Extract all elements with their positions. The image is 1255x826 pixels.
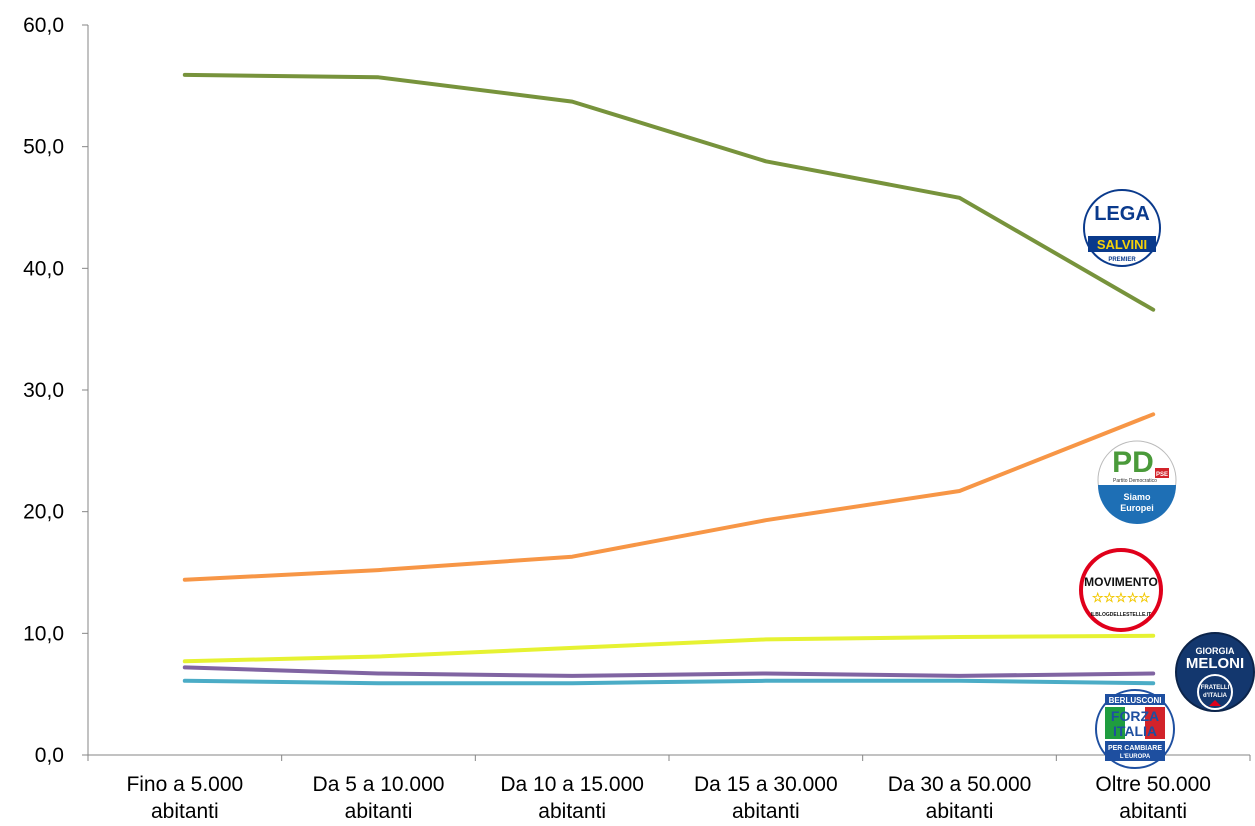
x-tick-label-line: abitanti — [151, 800, 219, 823]
y-tick-label: 40,0 — [23, 257, 64, 280]
svg-text:FRATELLI: FRATELLI — [1201, 685, 1230, 691]
y-tick-label: 60,0 — [23, 14, 64, 37]
series-line-movimento-5-stelle — [182, 633, 1156, 664]
svg-text:LEGA: LEGA — [1094, 203, 1150, 225]
movimento-5-stelle-logo: MOVIMENTO ☆☆☆☆☆ ILBLOGDELLESTELLE.IT — [1079, 548, 1163, 632]
svg-text:PER CAMBIARE: PER CAMBIARE — [1108, 745, 1162, 752]
x-tick-label: Da 10 a 15.000 abitanti — [500, 773, 644, 823]
svg-text:BERLUSCONI: BERLUSCONI — [1109, 696, 1162, 705]
lega-salvini-logo: LEGA SALVINI PREMIER — [1083, 189, 1161, 267]
series-line-pd — [182, 412, 1156, 582]
x-tick-label: Da 30 a 50.000 abitanti — [888, 773, 1032, 823]
svg-text:L'EUROPA: L'EUROPA — [1120, 754, 1151, 760]
x-tick-label-line: Da 10 a 15.000 — [500, 773, 644, 796]
y-axis-ticks: 0,0 10,0 20,0 30,0 40,0 50,0 60,0 — [23, 14, 88, 767]
x-tick-label-line: Da 5 a 10.000 — [313, 773, 445, 796]
x-axis-ticks: Fino a 5.000 abitanti Da 5 a 10.000 abitant… — [87, 755, 1251, 823]
svg-text:GIORGIA: GIORGIA — [1195, 646, 1235, 656]
fratelli-ditalia-logo: GIORGIA MELONI FRATELLI d'ITALIA — [1175, 632, 1255, 712]
svg-text:d'ITALIA: d'ITALIA — [1203, 693, 1228, 699]
svg-text:Europei: Europei — [1120, 503, 1154, 513]
x-tick-label-line: Oltre 50.000 — [1095, 773, 1211, 796]
svg-text:PREMIER: PREMIER — [1108, 257, 1136, 263]
x-tick-label: Da 15 a 30.000 abitanti — [694, 773, 838, 823]
forza-italia-logo: BERLUSCONI FORZA ITALIA PER CAMBIARE L'E… — [1095, 689, 1175, 769]
x-tick-label: Fino a 5.000 abitanti — [126, 773, 243, 823]
y-tick-label: 50,0 — [23, 136, 64, 159]
svg-text:FORZA: FORZA — [1111, 708, 1159, 724]
y-tick-label: 20,0 — [23, 501, 64, 524]
pd-logo: PD PSE Partito Democratico Siamo Europei — [1097, 440, 1177, 524]
x-tick-label-line: abitanti — [926, 800, 994, 823]
x-tick-label-line: abitanti — [732, 800, 800, 823]
svg-text:Siamo: Siamo — [1123, 492, 1151, 502]
y-tick-label: 0,0 — [35, 744, 64, 767]
y-tick-label: 10,0 — [23, 622, 64, 645]
x-tick-label-line: Da 15 a 30.000 — [694, 773, 838, 796]
x-tick-label-line: abitanti — [538, 800, 606, 823]
series-lines — [182, 72, 1156, 686]
x-tick-label: Da 5 a 10.000 abitanti — [313, 773, 445, 823]
x-tick-label: Oltre 50.000 abitanti — [1095, 773, 1211, 823]
svg-text:MELONI: MELONI — [1186, 655, 1244, 672]
svg-text:SALVINI: SALVINI — [1097, 237, 1147, 252]
svg-text:PD: PD — [1112, 446, 1154, 479]
svg-text:ILBLOGDELLESTELLE.IT: ILBLOGDELLESTELLE.IT — [1091, 612, 1151, 618]
y-tick-label: 30,0 — [23, 379, 64, 402]
series-line-fratelli-ditalia — [182, 665, 1156, 678]
svg-text:ITALIA: ITALIA — [1113, 723, 1157, 739]
x-tick-label-line: Da 30 a 50.000 — [888, 773, 1032, 796]
svg-text:MOVIMENTO: MOVIMENTO — [1084, 575, 1158, 589]
series-line-forza-italia — [182, 678, 1156, 686]
svg-text:☆☆☆☆☆: ☆☆☆☆☆ — [1092, 590, 1151, 605]
svg-text:PSE: PSE — [1156, 472, 1168, 478]
x-tick-label-line: abitanti — [1119, 800, 1187, 823]
x-tick-label-line: Fino a 5.000 — [126, 773, 243, 796]
svg-text:Partito Democratico: Partito Democratico — [1113, 478, 1157, 484]
series-line-lega-salvini — [182, 72, 1156, 312]
x-tick-label-line: abitanti — [345, 800, 413, 823]
